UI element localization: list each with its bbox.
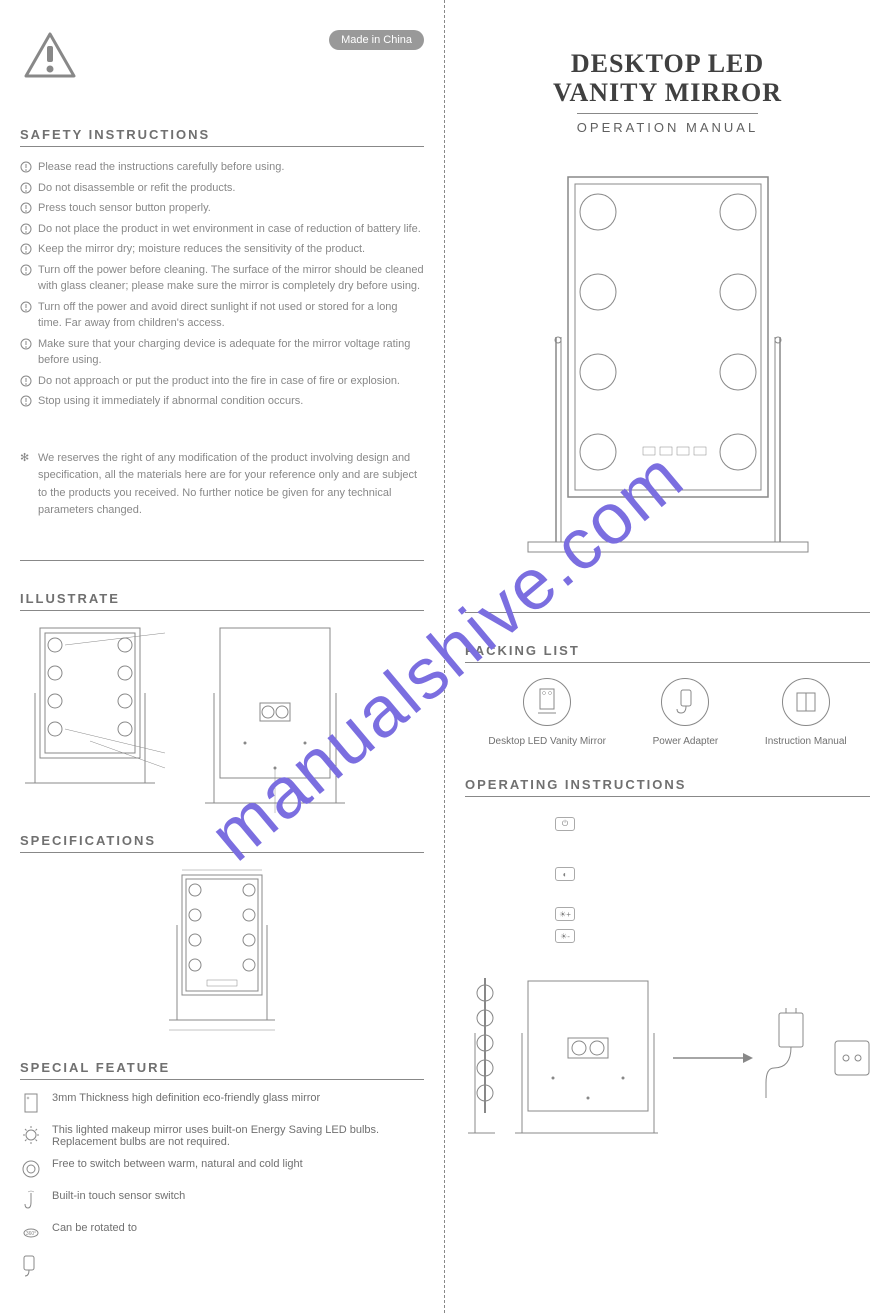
exclaim-icon bbox=[20, 393, 38, 410]
safety-text: Keep the mirror dry; moisture reduces th… bbox=[38, 241, 365, 258]
spec-diagram bbox=[20, 865, 424, 1040]
adapter-icon bbox=[661, 678, 709, 726]
svg-text:360°: 360° bbox=[26, 1231, 36, 1237]
specs-heading: SPECIFICATIONS bbox=[20, 833, 424, 853]
feature-list: 3mm Thickness high definition eco-friend… bbox=[20, 1092, 424, 1244]
safety-text: Please read the instructions carefully b… bbox=[38, 159, 284, 176]
safety-text: Turn off the power before cleaning. The … bbox=[38, 262, 424, 295]
separator bbox=[465, 612, 870, 613]
left-column: Made in China SAFETY INSTRUCTIONS Please… bbox=[0, 0, 445, 1313]
safety-text: Turn off the power and avoid direct sunl… bbox=[38, 299, 424, 332]
rotate-icon: 360° bbox=[20, 1222, 42, 1244]
adapter-icon-small bbox=[20, 1254, 424, 1283]
safety-item: Do not approach or put the product into … bbox=[20, 373, 424, 390]
manual-icon bbox=[782, 678, 830, 726]
exclaim-icon bbox=[20, 159, 38, 176]
packing-heading: PACKING LIST bbox=[465, 643, 870, 663]
disclaimer: ✻ We reserves the right of any modificat… bbox=[20, 450, 424, 520]
feature-item: 3mm Thickness high definition eco-friend… bbox=[20, 1092, 424, 1114]
safety-item: Make sure that your charging device is a… bbox=[20, 336, 424, 369]
title-block: DESKTOP LED VANITY MIRROR OPERATION MANU… bbox=[465, 50, 870, 137]
feature-text: 3mm Thickness high definition eco-friend… bbox=[52, 1092, 320, 1104]
mirror-back-small-icon bbox=[513, 973, 657, 1143]
arrow-icon bbox=[668, 1028, 754, 1088]
exclaim-icon bbox=[20, 200, 38, 217]
touch-icon bbox=[20, 1190, 42, 1212]
safety-text: Do not approach or put the product into … bbox=[38, 373, 400, 390]
packing-item: Instruction Manual bbox=[765, 678, 847, 747]
safety-text: Make sure that your charging device is a… bbox=[38, 336, 424, 369]
illustrate-heading: ILLUSTRATE bbox=[20, 591, 424, 611]
mirror-side-icon bbox=[465, 973, 503, 1143]
safety-item: Turn off the power before cleaning. The … bbox=[20, 262, 424, 295]
right-column: DESKTOP LED VANITY MIRROR OPERATION MANU… bbox=[445, 0, 890, 1313]
separator bbox=[20, 560, 424, 561]
safety-list: Please read the instructions carefully b… bbox=[20, 159, 424, 410]
safety-heading: SAFETY INSTRUCTIONS bbox=[20, 127, 424, 147]
outlet-icon bbox=[832, 1038, 870, 1078]
feature-text: Free to switch between warm, natural and… bbox=[52, 1158, 303, 1170]
packing-label: Power Adapter bbox=[653, 736, 719, 747]
exclaim-icon bbox=[20, 241, 38, 258]
power-button-icon: ⏻ bbox=[555, 817, 575, 831]
made-in-badge: Made in China bbox=[329, 30, 424, 50]
safety-item: Stop using it immediately if abnormal co… bbox=[20, 393, 424, 410]
exclaim-icon bbox=[20, 336, 38, 369]
exclaim-icon bbox=[20, 299, 38, 332]
operating-button-icons: ⏻ ◐ ☀+ ☀- bbox=[555, 817, 870, 943]
warning-icon bbox=[20, 30, 80, 87]
operating-heading: OPERATING INSTRUCTIONS bbox=[465, 777, 870, 797]
exclaim-icon bbox=[20, 262, 38, 295]
feature-item: 360° Can be rotated to bbox=[20, 1222, 424, 1244]
safety-text: Do not disassemble or refit the products… bbox=[38, 180, 235, 197]
mirror-back-diagram bbox=[200, 623, 360, 813]
feature-item: Free to switch between warm, natural and… bbox=[20, 1158, 424, 1180]
feature-heading: SPECIAL FEATURE bbox=[20, 1060, 424, 1080]
packing-label: Desktop LED Vanity Mirror bbox=[488, 736, 606, 747]
safety-text: Press touch sensor button properly. bbox=[38, 200, 211, 217]
packing-list: Desktop LED Vanity Mirror Power Adapter … bbox=[465, 678, 870, 747]
mirror-icon bbox=[20, 1092, 42, 1114]
safety-text: Stop using it immediately if abnormal co… bbox=[38, 393, 303, 410]
safety-item: Do not disassemble or refit the products… bbox=[20, 180, 424, 197]
connection-diagram bbox=[465, 973, 870, 1143]
safety-item: Keep the mirror dry; moisture reduces th… bbox=[20, 241, 424, 258]
safety-item: Turn off the power and avoid direct sunl… bbox=[20, 299, 424, 332]
packing-item: Power Adapter bbox=[653, 678, 719, 747]
brightness-down-icon: ☀- bbox=[555, 929, 575, 943]
packing-item: Desktop LED Vanity Mirror bbox=[488, 678, 606, 747]
top-row: Made in China bbox=[20, 30, 424, 107]
safety-item: Press touch sensor button properly. bbox=[20, 200, 424, 217]
exclaim-icon bbox=[20, 221, 38, 238]
feature-item: This lighted makeup mirror uses built-on… bbox=[20, 1124, 424, 1148]
mirror-small-icon bbox=[523, 678, 571, 726]
feature-text: Can be rotated to bbox=[52, 1222, 137, 1234]
bulb-icon bbox=[20, 1124, 42, 1146]
page-container: Made in China SAFETY INSTRUCTIONS Please… bbox=[0, 0, 893, 1313]
product-title-2: VANITY MIRROR bbox=[465, 79, 870, 108]
light-switch-icon bbox=[20, 1158, 42, 1180]
safety-text: Do not place the product in wet environm… bbox=[38, 221, 421, 238]
illustrate-diagrams bbox=[20, 623, 424, 813]
exclaim-icon bbox=[20, 373, 38, 390]
manual-subtitle: OPERATION MANUAL bbox=[577, 113, 758, 135]
safety-item: Please read the instructions carefully b… bbox=[20, 159, 424, 176]
feature-text: This lighted makeup mirror uses built-on… bbox=[52, 1124, 424, 1148]
hero-mirror-diagram bbox=[465, 167, 870, 572]
product-title-1: DESKTOP LED bbox=[465, 50, 870, 79]
exclaim-icon bbox=[20, 180, 38, 197]
feature-text: Built-in touch sensor switch bbox=[52, 1190, 185, 1202]
packing-label: Instruction Manual bbox=[765, 736, 847, 747]
safety-item: Do not place the product in wet environm… bbox=[20, 221, 424, 238]
plug-adapter-icon bbox=[764, 1008, 822, 1108]
brightness-up-icon: ☀+ bbox=[555, 907, 575, 921]
disclaimer-text: We reserves the right of any modificatio… bbox=[38, 450, 424, 520]
asterisk-icon: ✻ bbox=[20, 450, 38, 520]
feature-item: Built-in touch sensor switch bbox=[20, 1190, 424, 1212]
mode-button-icon: ◐ bbox=[555, 867, 575, 881]
mirror-front-diagram bbox=[20, 623, 170, 793]
